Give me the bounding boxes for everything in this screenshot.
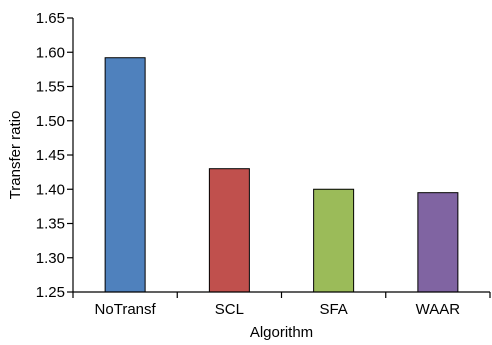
y-tick-label: 1.35 (36, 216, 65, 233)
y-tick-label: 1.65 (36, 10, 65, 27)
y-tick-label: 1.60 (36, 44, 65, 61)
y-tick-label: 1.55 (36, 79, 65, 96)
bar-sfa (313, 188, 355, 293)
x-tick-label: NoTransf (95, 301, 157, 318)
y-ticks: 1.25 1.30 1.35 1.40 1.45 1.50 1.55 1.60 1.65 (36, 10, 73, 301)
x-ticks: NoTransf SCL SFA WAAR (72, 292, 491, 318)
y-axis-title: Transfer ratio (7, 111, 24, 200)
bar-notransf (104, 57, 146, 293)
y-tick-label: 1.30 (36, 250, 65, 267)
y-tick-label: 1.45 (36, 147, 65, 164)
x-axis-title: Algorithm (250, 324, 313, 340)
x-tick-label: WAAR (416, 301, 461, 318)
bar-waar (417, 192, 459, 293)
y-tick-label: 1.25 (36, 284, 65, 301)
bars-layer (104, 57, 459, 293)
x-tick-label: SFA (319, 301, 347, 318)
y-tick-label: 1.50 (36, 113, 65, 130)
bar-scl (208, 168, 250, 293)
x-tick-label: SCL (215, 301, 244, 318)
y-tick-label: 1.40 (36, 181, 65, 198)
